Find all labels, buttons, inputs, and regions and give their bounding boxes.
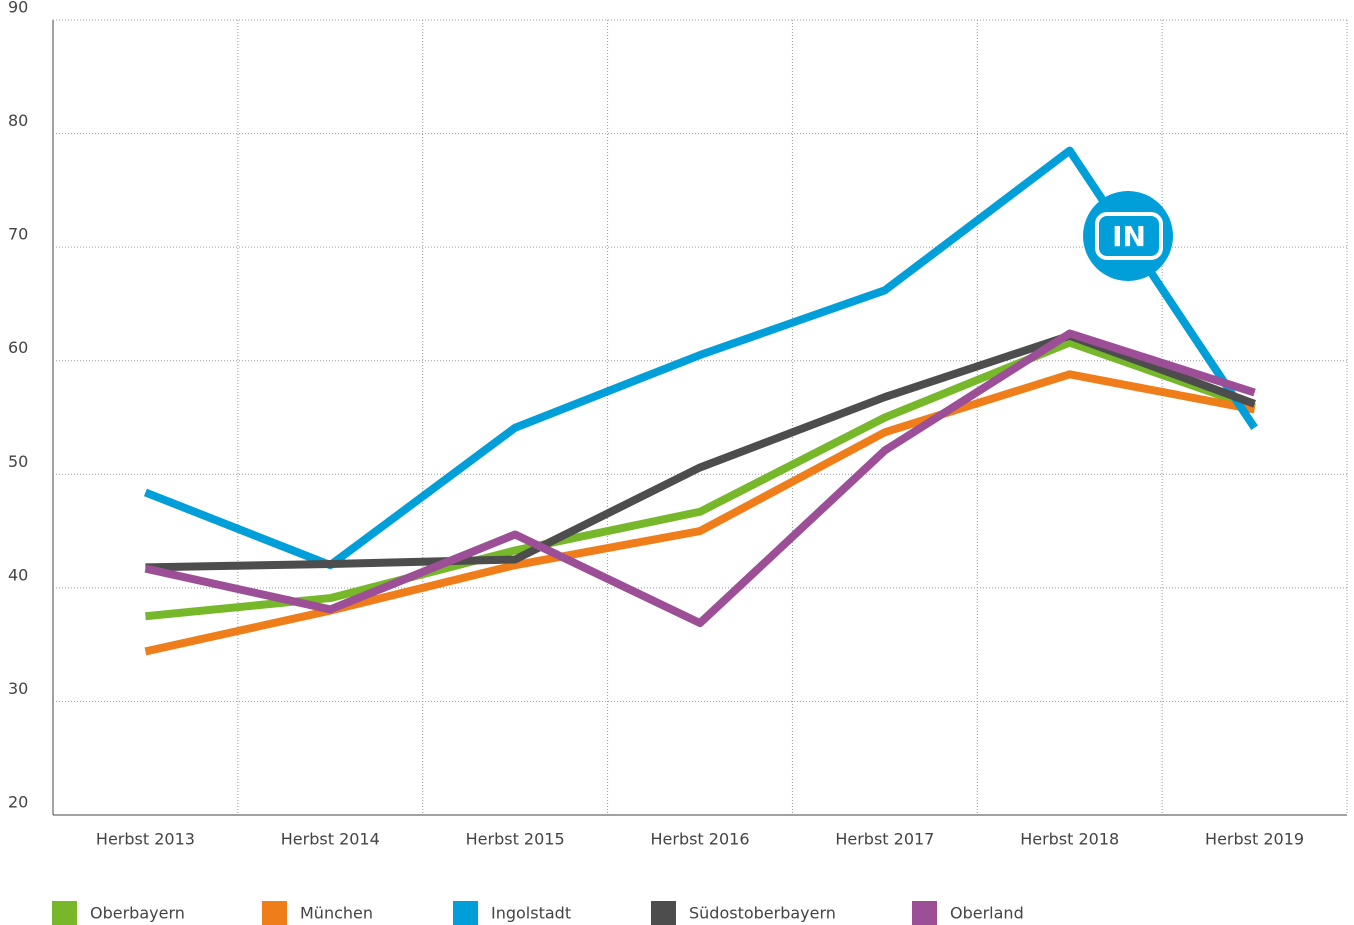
y-tick-label: 30	[8, 679, 28, 698]
legend-label: München	[300, 904, 373, 923]
x-tick-label: Herbst 2016	[650, 830, 749, 849]
x-tick-label: Herbst 2015	[466, 830, 565, 849]
legend-label: Südostoberbayern	[689, 904, 836, 923]
legend-label: Oberland	[950, 904, 1024, 923]
badge-frame	[1095, 212, 1163, 260]
y-tick-label: 60	[8, 338, 28, 357]
y-tick-label: 40	[8, 565, 28, 584]
y-tick-label: 80	[8, 111, 28, 130]
annotation-badge: IN	[1083, 191, 1173, 281]
legend-label: Oberbayern	[90, 904, 185, 923]
x-tick-label: Herbst 2017	[835, 830, 934, 849]
legend-swatch	[52, 901, 77, 925]
y-tick-label: 50	[8, 452, 28, 471]
legend-swatch	[262, 901, 287, 925]
y-tick-label: 70	[8, 225, 28, 244]
x-tick-label: Herbst 2014	[281, 830, 380, 849]
y-tick-label: 20	[8, 793, 28, 812]
series-line	[143, 146, 1258, 570]
series-line	[144, 329, 1256, 628]
x-tick-label: Herbst 2018	[1020, 830, 1119, 849]
badge-text: IN	[1112, 220, 1146, 253]
x-tick-label: Herbst 2019	[1205, 830, 1304, 849]
y-tick-label: 90	[8, 0, 28, 17]
legend-swatch	[912, 901, 937, 925]
series-line	[145, 338, 1256, 621]
x-tick-label: Herbst 2013	[96, 830, 195, 849]
legend-label: Ingolstadt	[491, 904, 571, 923]
legend-swatch	[453, 901, 478, 925]
legend-swatch	[651, 901, 676, 925]
